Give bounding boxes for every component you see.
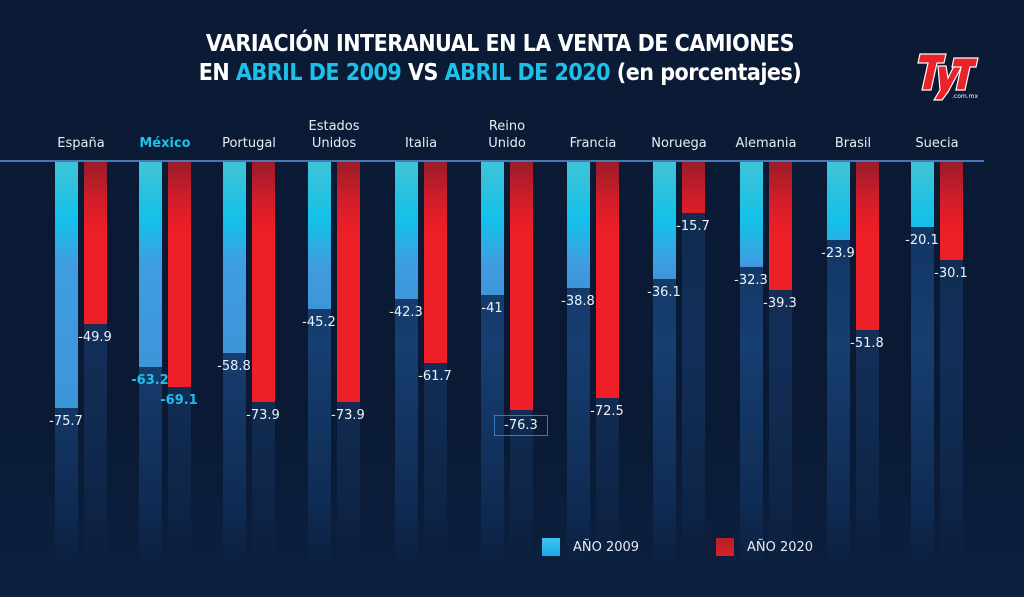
title-part-vs: VS <box>401 60 445 86</box>
legend-item-2009: AÑO 2009 <box>542 538 639 556</box>
category-label-line: Portugal <box>222 136 276 151</box>
category-label-line: Estados <box>308 119 360 134</box>
bar-2009-noruega <box>653 162 676 280</box>
bar-2020-suecia <box>940 162 963 260</box>
value-label-2009-suecia: -20.1 <box>905 233 939 249</box>
legend-label-2009: AÑO 2009 <box>573 539 640 555</box>
value-label-2009-portugal: -58.8 <box>217 359 251 375</box>
category-label-line: Suecia <box>915 136 959 151</box>
column-bg-2020-noruega <box>682 162 705 572</box>
category-label-noruega: Noruega <box>634 135 724 152</box>
category-label-italia: Italia <box>376 135 466 152</box>
category-label-alemania: Alemania <box>721 135 811 152</box>
category-label-mexico: México <box>120 135 210 152</box>
column-bg-2020-suecia <box>940 162 963 572</box>
bar-2009-francia <box>567 162 590 289</box>
category-label-line: Unidos <box>311 136 357 151</box>
column-bg-2009-suecia <box>911 162 934 572</box>
bar-2009-italia <box>395 162 418 300</box>
title-part-2009: ABRIL DE 2009 <box>235 60 402 86</box>
title-part-2020: ABRIL DE 2020 <box>444 60 611 86</box>
title-part-en: EN <box>198 60 236 86</box>
value-label-2009-francia: -38.8 <box>561 294 595 310</box>
category-label-line: Francia <box>569 136 617 151</box>
category-label-brasil: Brasil <box>808 135 898 152</box>
value-label-2020-alemania: -39.3 <box>763 295 797 311</box>
value-label-2009-estados-unidos: -45.2 <box>302 314 336 330</box>
value-label-2020-noruega: -15.7 <box>676 219 710 235</box>
bar-2009-mexico <box>139 162 162 368</box>
legend-swatch-2020 <box>716 538 734 556</box>
legend-label-2020: AÑO 2020 <box>747 539 814 555</box>
category-label-line: Noruega <box>651 136 707 151</box>
value-label-2009-brasil: -23.9 <box>821 245 855 261</box>
value-label-2009-mexico: -63.2 <box>131 373 169 389</box>
title-part-unit: (en porcentajes) <box>610 60 802 86</box>
category-label-line: Alemania <box>735 136 797 151</box>
legend-item-2020: AÑO 2020 <box>716 538 813 556</box>
bar-2020-estados-unidos <box>337 162 360 403</box>
value-label-2009-alemania: -32.3 <box>734 272 768 288</box>
bar-2009-reino-unido <box>481 162 504 296</box>
bar-2009-brasil <box>827 162 850 240</box>
category-label-reino-unido: Reino Unido <box>462 118 552 152</box>
value-label-2020-brasil: -51.8 <box>850 336 884 352</box>
bar-2020-espana <box>84 162 107 325</box>
chart-title-line2: EN ABRIL DE 2009 VS ABRIL DE 2020 (en po… <box>0 60 1000 86</box>
bar-2009-alemania <box>740 162 763 267</box>
value-label-2009-reino-unido: -41 <box>481 301 503 317</box>
bar-2020-noruega <box>682 162 705 214</box>
value-label-2009-italia: -42.3 <box>389 305 423 321</box>
value-label-2009-espana: -75.7 <box>49 414 83 430</box>
zero-axis-line <box>0 160 984 162</box>
value-label-2020-francia: -72.5 <box>590 403 624 419</box>
category-label-francia: Francia <box>548 135 638 152</box>
bar-2009-suecia <box>911 162 934 228</box>
logo-subtext: .com.mx <box>952 93 978 100</box>
value-label-2020-suecia: -30.1 <box>934 265 968 281</box>
category-label-line: Unido <box>488 136 526 151</box>
value-label-2020-portugal: -73.9 <box>246 408 280 424</box>
category-label-line: Italia <box>404 136 438 151</box>
bar-2009-portugal <box>223 162 246 354</box>
bar-2020-mexico <box>168 162 191 387</box>
bar-2020-portugal <box>252 162 275 403</box>
category-label-espana: España <box>36 135 126 152</box>
bar-2020-reino-unido <box>510 162 533 410</box>
category-label-line: Reino <box>488 119 526 134</box>
category-label-estados-unidos: Estados Unidos <box>289 118 379 152</box>
value-label-2020-espana: -49.9 <box>78 330 112 346</box>
bar-2009-estados-unidos <box>308 162 331 309</box>
bar-2020-francia <box>596 162 619 398</box>
tyt-logo: .com.mx <box>917 53 979 101</box>
legend-swatch-2009 <box>542 538 560 556</box>
value-label-2020-reino-unido: -76.3 <box>494 414 548 436</box>
category-label-line: Brasil <box>834 136 872 151</box>
column-bg-2009-brasil <box>827 162 850 572</box>
value-label-2020-mexico: -69.1 <box>160 392 198 408</box>
category-label-suecia: Suecia <box>892 135 982 152</box>
bar-2020-italia <box>424 162 447 363</box>
category-label-portugal: Portugal <box>204 135 294 152</box>
bar-2009-espana <box>55 162 78 409</box>
bar-2020-brasil <box>856 162 879 331</box>
bar-2020-alemania <box>769 162 792 290</box>
value-label-2020-italia: -61.7 <box>418 368 452 384</box>
chart-title-line1: VARIACIÓN INTERANUAL EN LA VENTA DE CAMI… <box>205 31 795 57</box>
value-label-2009-noruega: -36.1 <box>647 285 681 301</box>
category-label-line: México <box>139 136 191 151</box>
value-label-2020-estados-unidos: -73.9 <box>331 408 365 424</box>
category-label-line: España <box>57 136 105 151</box>
